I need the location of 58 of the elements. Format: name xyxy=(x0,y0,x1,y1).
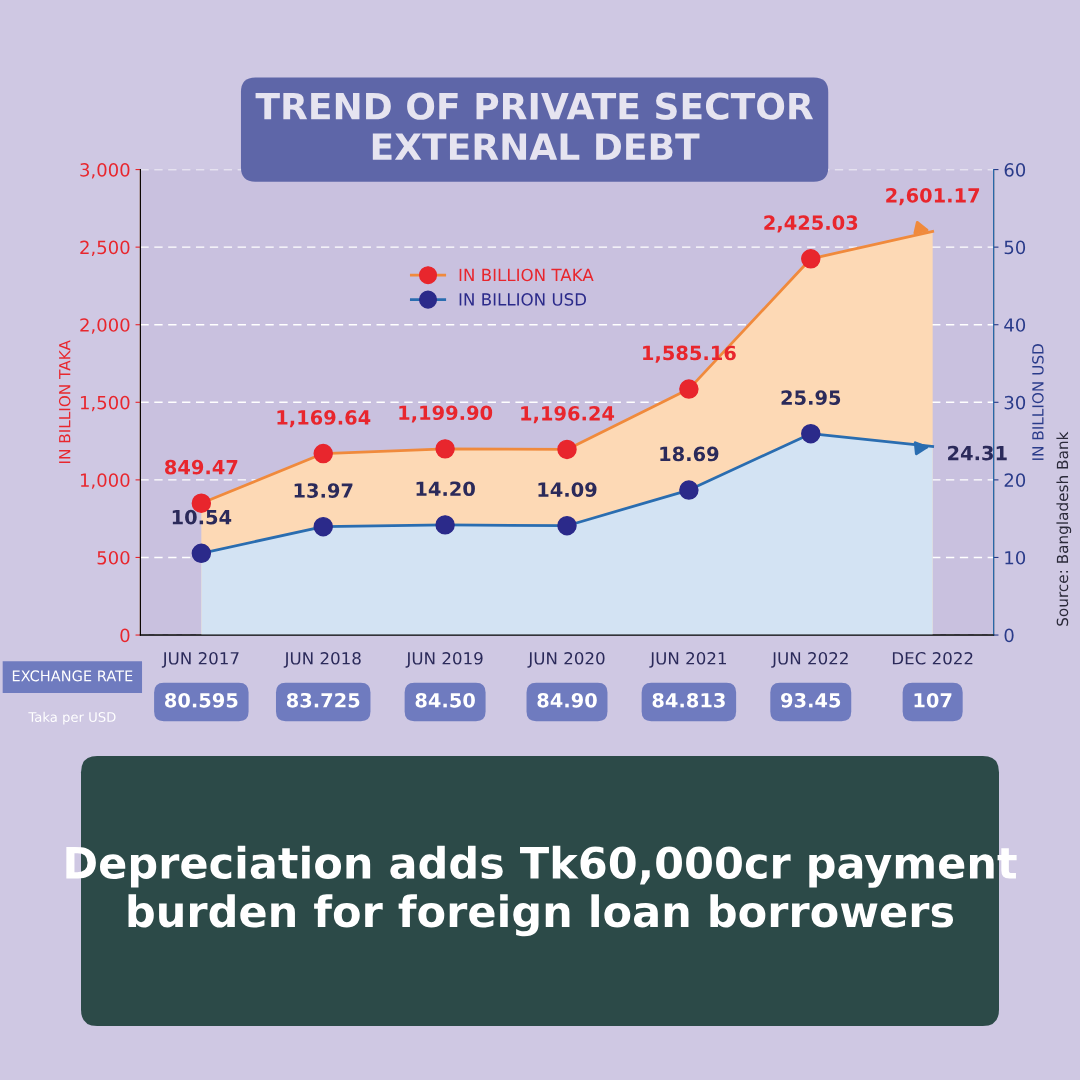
x-tick-label: JUN 2022 xyxy=(771,652,848,668)
text: EXCHANGE RATE xyxy=(12,670,133,682)
x-tick-label: JUN 2020 xyxy=(527,652,605,668)
y2-tick-label: 30 xyxy=(1004,395,1026,410)
point xyxy=(679,480,699,500)
y2-tick-label: 0 xyxy=(1004,628,1014,643)
data-label: 2,601.17 xyxy=(886,187,980,206)
point xyxy=(801,249,821,269)
data-label: 1,199.90 xyxy=(399,405,493,423)
y2-tick-label: 20 xyxy=(1004,473,1026,487)
data-label: 849.47 xyxy=(165,459,238,475)
data-label: 2,425.03 xyxy=(764,215,858,233)
y-tick-label: 2,000 xyxy=(80,318,130,334)
point xyxy=(313,443,333,464)
point xyxy=(557,439,577,460)
point xyxy=(435,515,455,535)
y-tick-label: 1,500 xyxy=(80,395,130,412)
point xyxy=(435,439,455,459)
data-label: 13.97 xyxy=(294,483,353,498)
point xyxy=(679,379,699,399)
text: 84.813 xyxy=(652,692,725,708)
data-label: 1,196.24 xyxy=(521,405,615,424)
point xyxy=(313,516,333,537)
text: 93.45 xyxy=(781,692,841,708)
data-label: 10.54 xyxy=(172,509,232,525)
y-tick-label: 0 xyxy=(120,628,130,643)
data-label: 18.69 xyxy=(660,446,719,462)
data-label: 14.20 xyxy=(416,481,475,497)
legend-label: IN BILLION TAKA xyxy=(459,268,594,282)
point xyxy=(191,543,212,563)
y2-tick-label: 40 xyxy=(1004,318,1026,332)
y2-tick-label: 10 xyxy=(1005,550,1026,565)
text: 83.725 xyxy=(286,692,360,708)
y-axis-title: IN BILLION TAKA xyxy=(58,340,71,464)
source-note: Source: Bangladesh Bank xyxy=(1056,431,1072,626)
chart-title: TREND OF PRIVATE SECTOR EXTERNAL DEBT xyxy=(255,92,814,160)
text: 84.90 xyxy=(537,692,597,708)
x-tick-label: JUN 2017 xyxy=(161,652,239,668)
y-tick-label: 1,000 xyxy=(80,473,130,489)
y-tick-label: 3,000 xyxy=(80,163,130,179)
x-tick-label: JUN 2019 xyxy=(405,652,483,668)
point xyxy=(557,516,577,536)
text: 84.50 xyxy=(415,692,475,708)
data-label: 14.09 xyxy=(538,482,597,497)
x-tick-label: DEC 2022 xyxy=(892,652,973,665)
x-tick-label: JUN 2018 xyxy=(283,652,361,668)
y2-tick-label: 50 xyxy=(1004,240,1026,255)
x-tick-label: JUN 2021 xyxy=(649,652,726,668)
y-tick-label: 500 xyxy=(97,550,130,565)
legend-label: IN BILLION USD xyxy=(459,293,587,306)
point xyxy=(801,423,821,444)
y2-axis-title: IN BILLION USD xyxy=(1032,344,1044,460)
data-label: 25.95 xyxy=(781,390,841,405)
text: 107 xyxy=(914,692,952,708)
text: 80.595 xyxy=(165,692,238,708)
y-tick-label: 2,500 xyxy=(80,240,130,257)
y2-tick-label: 60 xyxy=(1004,163,1026,177)
data-label: 1,169.64 xyxy=(277,410,371,428)
